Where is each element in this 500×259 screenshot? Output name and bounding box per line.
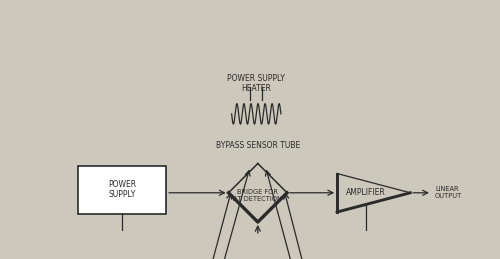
Text: LINEAR
OUTPUT: LINEAR OUTPUT <box>435 186 462 199</box>
Bar <box>78 166 166 214</box>
Text: BRIDGE FOR
ΔT DETECTION: BRIDGE FOR ΔT DETECTION <box>234 189 282 202</box>
Text: POWER SUPPLY: POWER SUPPLY <box>228 74 285 83</box>
Text: BYPASS SENSOR TUBE: BYPASS SENSOR TUBE <box>216 141 300 149</box>
Text: POWER
SUPPLY: POWER SUPPLY <box>108 180 136 199</box>
Text: AMPLIFIER: AMPLIFIER <box>346 188 386 197</box>
Text: HEATER: HEATER <box>242 84 271 93</box>
